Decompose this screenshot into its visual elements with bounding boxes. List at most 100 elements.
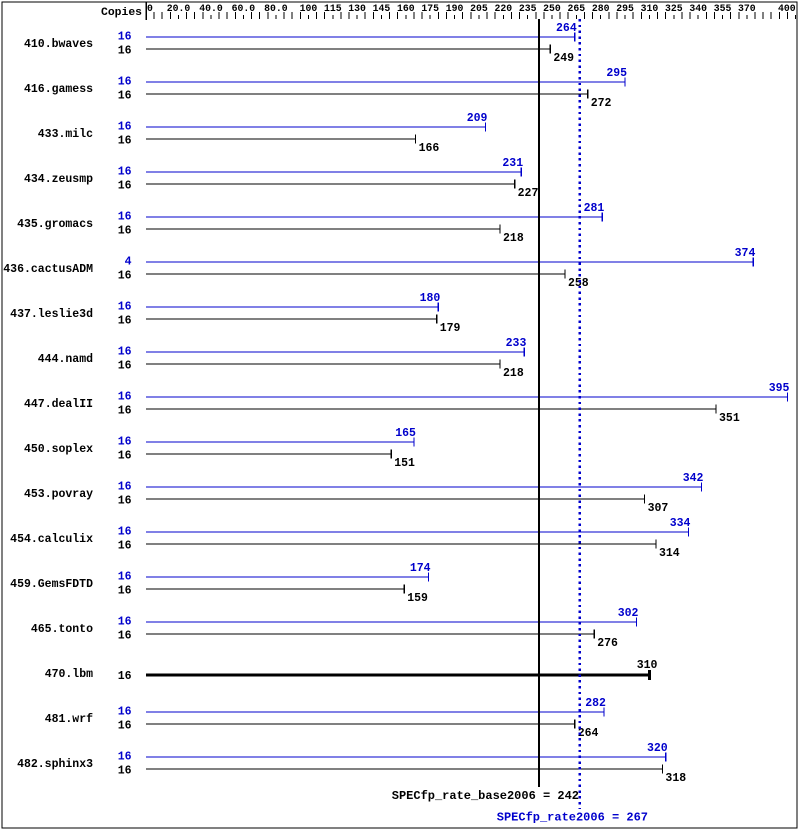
svg-text:444.namd: 444.namd — [38, 353, 93, 366]
svg-text:16: 16 — [118, 765, 132, 778]
svg-text:16: 16 — [118, 225, 132, 238]
svg-text:160: 160 — [397, 3, 415, 14]
svg-text:249: 249 — [553, 52, 574, 65]
svg-text:280: 280 — [592, 3, 610, 14]
svg-text:80.0: 80.0 — [264, 3, 288, 14]
svg-text:395: 395 — [769, 382, 790, 395]
svg-text:351: 351 — [719, 412, 740, 425]
svg-text:220: 220 — [494, 3, 512, 14]
svg-text:416.gamess: 416.gamess — [24, 83, 93, 96]
svg-text:318: 318 — [665, 772, 686, 785]
svg-text:218: 218 — [503, 232, 524, 245]
svg-text:151: 151 — [394, 457, 415, 470]
svg-text:16: 16 — [118, 450, 132, 463]
svg-text:209: 209 — [467, 112, 488, 125]
svg-text:410.bwaves: 410.bwaves — [24, 38, 93, 51]
svg-text:264: 264 — [556, 22, 577, 35]
svg-text:175: 175 — [421, 3, 439, 14]
svg-text:130: 130 — [348, 3, 366, 14]
svg-text:16: 16 — [118, 166, 132, 179]
svg-text:179: 179 — [440, 322, 461, 335]
svg-text:447.dealII: 447.dealII — [24, 398, 93, 411]
svg-text:370: 370 — [738, 3, 756, 14]
svg-text:115: 115 — [324, 3, 342, 14]
svg-text:334: 334 — [670, 517, 691, 530]
svg-text:310: 310 — [641, 3, 659, 14]
svg-text:16: 16 — [118, 670, 132, 683]
svg-text:435.gromacs: 435.gromacs — [17, 218, 93, 231]
svg-text:Copies: Copies — [101, 7, 142, 19]
svg-text:0: 0 — [147, 3, 153, 14]
svg-text:174: 174 — [410, 562, 431, 575]
svg-text:16: 16 — [118, 90, 132, 103]
svg-text:16: 16 — [118, 630, 132, 643]
svg-text:16: 16 — [118, 180, 132, 193]
svg-text:481.wrf: 481.wrf — [45, 713, 93, 726]
svg-text:295: 295 — [616, 3, 634, 14]
svg-text:282: 282 — [585, 697, 606, 710]
svg-text:190: 190 — [446, 3, 464, 14]
svg-text:16: 16 — [118, 315, 132, 328]
svg-text:231: 231 — [502, 157, 523, 170]
svg-text:400: 400 — [778, 3, 796, 14]
svg-text:233: 233 — [506, 337, 527, 350]
svg-text:16: 16 — [118, 211, 132, 224]
svg-text:281: 281 — [584, 202, 605, 215]
svg-text:60.0: 60.0 — [232, 3, 256, 14]
svg-text:436.cactusADM: 436.cactusADM — [3, 263, 93, 276]
svg-text:40.0: 40.0 — [199, 3, 223, 14]
svg-text:342: 342 — [683, 472, 704, 485]
svg-text:235: 235 — [519, 3, 537, 14]
svg-text:459.GemsFDTD: 459.GemsFDTD — [10, 578, 93, 591]
svg-text:180: 180 — [420, 292, 441, 305]
svg-text:325: 325 — [665, 3, 683, 14]
svg-text:16: 16 — [118, 270, 132, 283]
svg-text:SPECfp_rate2006 = 267: SPECfp_rate2006 = 267 — [497, 810, 648, 824]
svg-text:16: 16 — [118, 526, 132, 539]
svg-text:340: 340 — [689, 3, 707, 14]
svg-text:307: 307 — [648, 502, 669, 515]
svg-text:145: 145 — [373, 3, 391, 14]
svg-text:16: 16 — [118, 481, 132, 494]
svg-text:166: 166 — [419, 142, 440, 155]
svg-text:100: 100 — [300, 3, 318, 14]
svg-text:16: 16 — [118, 405, 132, 418]
svg-text:302: 302 — [618, 607, 639, 620]
svg-text:218: 218 — [503, 367, 524, 380]
svg-text:265: 265 — [568, 3, 586, 14]
svg-text:272: 272 — [591, 97, 612, 110]
svg-text:16: 16 — [118, 135, 132, 148]
svg-text:16: 16 — [118, 616, 132, 629]
svg-text:20.0: 20.0 — [167, 3, 191, 14]
svg-text:16: 16 — [118, 720, 132, 733]
svg-text:165: 165 — [395, 427, 416, 440]
svg-text:433.milc: 433.milc — [38, 128, 93, 141]
svg-text:450.soplex: 450.soplex — [24, 443, 93, 456]
svg-text:482.sphinx3: 482.sphinx3 — [17, 758, 93, 771]
svg-text:454.calculix: 454.calculix — [10, 533, 93, 546]
svg-text:16: 16 — [118, 301, 132, 314]
svg-text:16: 16 — [118, 346, 132, 359]
svg-text:16: 16 — [118, 31, 132, 44]
svg-text:16: 16 — [118, 495, 132, 508]
svg-text:250: 250 — [543, 3, 561, 14]
svg-text:16: 16 — [118, 121, 132, 134]
svg-text:16: 16 — [118, 571, 132, 584]
svg-text:205: 205 — [470, 3, 488, 14]
svg-text:16: 16 — [118, 45, 132, 58]
svg-text:227: 227 — [518, 187, 539, 200]
svg-text:4: 4 — [125, 256, 132, 269]
svg-text:258: 258 — [568, 277, 589, 290]
svg-text:295: 295 — [606, 67, 627, 80]
svg-text:314: 314 — [659, 547, 680, 560]
svg-text:434.zeusmp: 434.zeusmp — [24, 173, 93, 186]
svg-text:16: 16 — [118, 585, 132, 598]
svg-text:16: 16 — [118, 436, 132, 449]
svg-text:453.povray: 453.povray — [24, 488, 93, 501]
svg-text:16: 16 — [118, 706, 132, 719]
svg-text:355: 355 — [714, 3, 732, 14]
svg-text:374: 374 — [735, 247, 756, 260]
svg-text:264: 264 — [578, 727, 599, 740]
svg-text:16: 16 — [118, 76, 132, 89]
svg-text:16: 16 — [118, 751, 132, 764]
